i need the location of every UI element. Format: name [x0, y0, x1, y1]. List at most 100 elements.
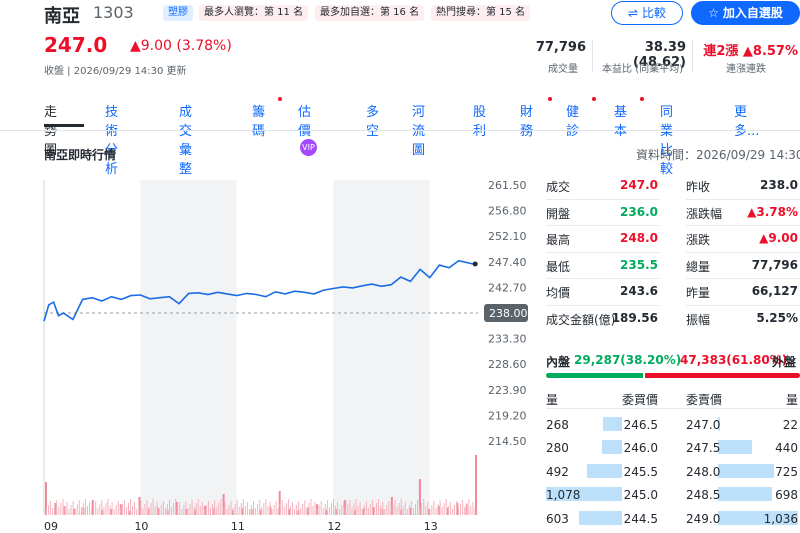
y-tick-label: 223.90 — [488, 384, 527, 397]
quote-value: 243.6 — [600, 284, 658, 298]
row-divider — [546, 305, 660, 306]
tab-long-short[interactable]: 多空 — [366, 101, 379, 139]
volume-bar — [251, 505, 252, 515]
bid-volume: 492 — [546, 465, 569, 479]
volume-bar — [354, 503, 355, 515]
volume-bar — [77, 504, 78, 515]
tab-chips-label: 籌碼 — [252, 105, 265, 139]
tab-basic[interactable]: 基本 — [614, 101, 627, 139]
volume-bar — [395, 500, 396, 515]
volume-bar — [290, 506, 291, 515]
volume-bar — [411, 501, 412, 515]
quote-label: 漲跌幅 — [686, 205, 722, 222]
volume-bar — [364, 505, 365, 515]
volume-bar — [177, 506, 178, 515]
tab-peer-compare[interactable]: 同業比較 — [660, 101, 673, 177]
volume-bar — [378, 499, 379, 515]
tab-technical[interactable]: 技術分析 — [105, 101, 118, 177]
quote-value: 5.25% — [730, 311, 798, 325]
ask-price: 247.5 — [686, 441, 720, 455]
quote-value: 247.0 — [600, 178, 658, 192]
volume-bar — [339, 509, 340, 515]
tab-more[interactable]: 更多... — [734, 101, 759, 139]
volume-bar — [358, 506, 359, 515]
volume-bar — [269, 502, 270, 515]
volume-bar — [329, 507, 330, 515]
volume-bar — [114, 509, 115, 515]
volume-bar — [87, 506, 88, 515]
stock-code: 1303 — [93, 3, 134, 22]
bid-price: 246.0 — [622, 441, 658, 455]
volume-bar — [79, 500, 80, 515]
ask-price: 248.5 — [686, 488, 720, 502]
volume-bar — [89, 502, 90, 515]
bid-price: 244.5 — [622, 512, 658, 526]
volume-bar — [294, 509, 295, 515]
tabs-divider — [0, 130, 800, 131]
intraday-chart[interactable]: 261.50 256.80 252.10 247.40 242.70 238.00 233.… — [0, 170, 530, 533]
tab-trades[interactable]: 成交彙整 — [179, 101, 192, 177]
volume-bar — [183, 505, 184, 515]
volume-bar — [407, 509, 408, 515]
bid-volume-bar — [579, 511, 622, 525]
quote-value: 235.5 — [600, 258, 658, 272]
volume-bar — [163, 501, 164, 515]
volume-bar — [280, 504, 281, 515]
bid-volume-bar — [603, 417, 622, 431]
y-tick-label: 233.30 — [488, 333, 527, 346]
quote-value: 236.0 — [600, 205, 658, 219]
ask-volume: 698 — [740, 488, 798, 502]
volume-bar — [54, 504, 55, 515]
volume-bar — [181, 509, 182, 515]
reference-price-label: 238.00 — [489, 307, 528, 320]
y-tick-label: 252.10 — [488, 230, 527, 243]
volume-bar — [440, 500, 441, 515]
volume-bar — [58, 507, 59, 515]
volume-bar — [226, 509, 227, 515]
stat-volume-value: 77,796 — [520, 40, 586, 55]
compare-button[interactable]: ⇌ 比較 — [611, 1, 683, 25]
volume-bar — [323, 508, 324, 515]
price-change: ▲9.00 (3.78%) — [130, 38, 232, 54]
volume-bar — [274, 505, 275, 515]
volume-bar — [257, 504, 258, 515]
ask-volume: 725 — [740, 465, 798, 479]
volume-bar — [67, 502, 68, 515]
volume-bar — [116, 505, 117, 515]
quote-label: 最高 — [546, 231, 570, 248]
volume-bar — [73, 501, 74, 515]
tab-health-label: 健診 — [566, 105, 579, 139]
rank-chip-hot-search[interactable]: 熱門搜尋：第 15 名 — [431, 5, 530, 21]
quote-value: ▲3.78% — [730, 205, 798, 219]
tab-chips[interactable]: 籌碼 — [252, 101, 265, 139]
bid-volume: 1,078 — [546, 488, 580, 502]
quote-label: 最低 — [546, 258, 570, 275]
tab-financials-label: 財務 — [520, 105, 533, 139]
bid-volume: 280 — [546, 441, 569, 455]
tab-valuation[interactable]: 估價VIP — [298, 101, 317, 156]
rank-chip-most-viewed[interactable]: 最多人瀏覽：第 11 名 — [199, 5, 308, 21]
tab-dividend[interactable]: 股利 — [473, 101, 486, 139]
volume-bar — [302, 504, 303, 515]
volume-bar — [446, 499, 447, 515]
rank-chip-most-added[interactable]: 最多加自選：第 16 名 — [315, 5, 424, 21]
volume-bar — [222, 506, 223, 515]
volume-bar — [300, 508, 301, 515]
stat-divider — [692, 40, 693, 72]
volume-bar — [366, 501, 367, 515]
add-to-watchlist-button[interactable]: ☆ 加入自選股 — [691, 1, 800, 25]
volume-bar — [417, 500, 418, 515]
stat-streak-label: 連漲連跌 — [694, 60, 766, 75]
volume-bar — [292, 502, 293, 515]
tab-health[interactable]: 健診 — [566, 101, 579, 139]
ask-price: 249.0 — [686, 512, 720, 526]
tab-financials[interactable]: 財務 — [520, 101, 533, 139]
outer-label: 外盤 — [772, 353, 796, 370]
volume-bar — [351, 507, 352, 515]
volume-bar — [397, 507, 398, 515]
volume-bar — [470, 506, 471, 515]
industry-chip[interactable]: 塑膠 — [163, 5, 193, 21]
row-divider — [546, 278, 660, 279]
volume-bar — [157, 502, 158, 515]
y-tick-label: 219.20 — [488, 409, 527, 422]
